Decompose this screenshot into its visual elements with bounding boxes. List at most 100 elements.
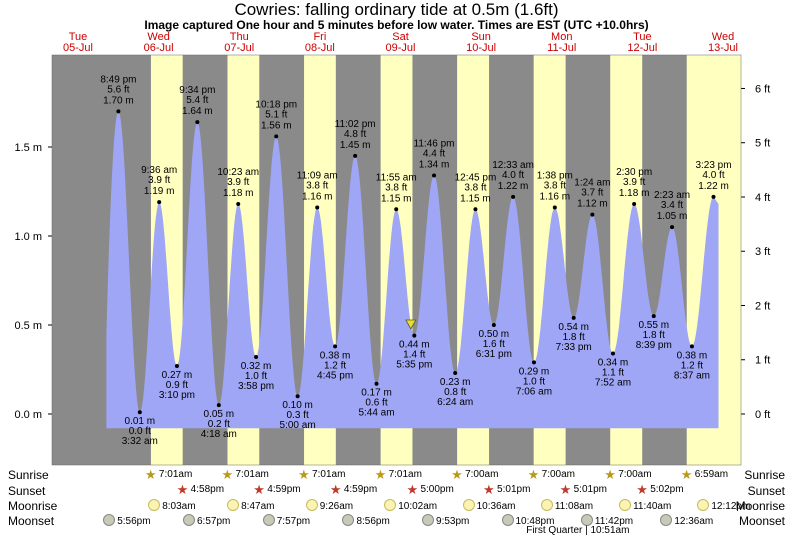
sunrise-event: ★ 7:01am: [221, 468, 269, 481]
sunrise-star-icon: ★: [527, 467, 540, 482]
tide-point: [374, 381, 379, 386]
left-tick-label: 0.5 m: [14, 320, 42, 332]
moonset-event-text: 5:56pm: [117, 516, 151, 527]
tide-ft-label: 3.9 ft: [623, 177, 645, 188]
tide-time-label: 9:34 pm: [179, 85, 215, 96]
tide-ft-label: 4.0 ft: [702, 170, 724, 181]
sunrise-event-text: 7:01am: [312, 469, 346, 480]
sunset-event: ★ 5:01pm: [483, 482, 530, 497]
sunset-label-right: Sunset: [747, 484, 785, 498]
tide-point: [531, 360, 536, 365]
tide-m-label: 1.15 m: [381, 193, 412, 204]
tide-ft-label: 1.0 ft: [245, 371, 267, 382]
tide-time-label: 3:32 am: [122, 436, 158, 447]
tide-m-label: 0.54 m: [558, 322, 589, 333]
moonset-label-left: Moonset: [8, 514, 55, 528]
sunset-star-icon: ★: [176, 482, 189, 497]
sunrise-star-icon: ★: [604, 467, 616, 482]
moon-phase-label: First Quarter | 10:51am: [526, 525, 630, 536]
moonset-event: 5:56pm: [103, 514, 151, 527]
moonset-moon-icon: [422, 514, 435, 526]
sunset-event: ★ 5:01pm: [560, 483, 607, 496]
tide-m-label: 0.34 m: [598, 357, 629, 368]
sunset-event-text: 4:59pm: [267, 484, 301, 495]
tide-m-label: 0.27 m: [162, 370, 193, 381]
moonset-event: 11:42pm: [580, 514, 633, 527]
sunrise-star-icon: ★: [680, 467, 693, 482]
tide-ft-label: 0.0 ft: [129, 426, 151, 437]
sunrise-event: ★ 7:01am: [145, 468, 192, 481]
tide-point: [412, 333, 417, 338]
sunset-event: ★ 5:00pm: [406, 482, 454, 497]
day-date-label: 06-Jul: [144, 42, 174, 54]
moonset-moon-icon: [501, 514, 514, 526]
tide-m-label: 0.38 m: [320, 350, 351, 361]
sunrise-event-text: 7:00am: [465, 469, 499, 480]
sunset-event: ★ 5:02pm: [636, 483, 683, 496]
tide-point: [552, 205, 557, 210]
moonset-moon-icon: [103, 514, 116, 526]
tide-ft-label: 0.2 ft: [208, 419, 230, 430]
tide-ft-label: 3.7 ft: [581, 188, 603, 199]
moonrise-moon-icon: [697, 499, 710, 511]
tide-m-label: 1.45 m: [340, 140, 371, 151]
sunset-star-icon: ★: [329, 482, 342, 497]
day-date-label: 12-Jul: [627, 42, 657, 54]
moonrise-event-text: 11:40am: [633, 501, 672, 512]
tide-time-label: 7:06 am: [516, 386, 552, 397]
day-name-label: Sat: [392, 31, 409, 43]
tide-ft-label: 3.8 ft: [385, 182, 407, 193]
sunset-event: ★ 4:58pm: [176, 482, 224, 497]
sunrise-event: ★ 7:01am: [298, 468, 346, 481]
tide-ft-label: 4.8 ft: [344, 129, 366, 140]
moonset-event: 6:57pm: [183, 514, 230, 527]
tide-time-label: 1:24 am: [574, 178, 610, 189]
tide-point: [590, 212, 595, 217]
tide-area: [106, 111, 719, 429]
tide-time-label: 7:52 am: [595, 377, 631, 388]
moonrise-event: 9:26am: [305, 499, 353, 512]
moonset-event-text: 12:36am: [674, 516, 714, 527]
sunset-event-text: 5:00pm: [420, 484, 454, 495]
sunrise-label-right: Sunrise: [744, 468, 785, 482]
moonrise-event-text: 10:36am: [476, 501, 516, 512]
tide-m-label: 1.15 m: [460, 193, 491, 204]
tide-m-label: 0.44 m: [399, 340, 430, 351]
tide-point: [670, 225, 675, 230]
sunrise-event-text: 7:01am: [235, 469, 269, 480]
moonset-moon-icon: [660, 514, 673, 526]
tide-m-label: 1.22 m: [498, 181, 529, 192]
day-date-label: 07-Jul: [224, 42, 254, 54]
tide-m-label: 1.70 m: [103, 95, 134, 106]
day-name-label: Thu: [230, 31, 249, 43]
tide-point: [711, 194, 716, 199]
tide-point: [571, 315, 576, 320]
tide-point: [491, 323, 496, 327]
moonset-event-text: 10:48pm: [515, 516, 555, 527]
moonset-moon-icon: [262, 514, 275, 526]
sunset-star-icon: ★: [483, 482, 495, 497]
tide-ft-label: 5.4 ft: [186, 95, 208, 106]
tide-m-label: 0.10 m: [282, 400, 313, 411]
current-tide-marker: [405, 319, 417, 330]
sunset-label-left: Sunset: [8, 484, 46, 498]
moonset-event-text: 7:57pm: [276, 516, 311, 527]
right-tick-label: 2 ft: [755, 300, 770, 312]
tide-ft-label: 1.4 ft: [403, 350, 425, 361]
tide-ft-label: 0.3 ft: [286, 410, 308, 421]
moonrise-moon-icon: [462, 499, 475, 511]
tide-point: [254, 355, 259, 360]
tide-ft-label: 5.6 ft: [107, 84, 129, 95]
moonset-event: 8:56pm: [342, 514, 390, 527]
sunrise-event-text: 7:00am: [618, 469, 652, 480]
right-tick-label: 3 ft: [755, 246, 770, 258]
tide-time-label: 10:18 pm: [255, 99, 297, 110]
moonset-event-text: 6:57pm: [197, 516, 231, 527]
day-date-label: 10-Jul: [466, 42, 496, 54]
moonrise-moon-icon: [619, 499, 632, 511]
moonset-moon-icon: [580, 514, 593, 526]
chart-title: Cowries: falling ordinary tide at 0.5m (…: [234, 0, 559, 19]
day-date-label: 09-Jul: [386, 42, 416, 54]
sunset-star-icon: ★: [406, 482, 419, 497]
tide-time-label: 11:09 am: [297, 171, 338, 182]
